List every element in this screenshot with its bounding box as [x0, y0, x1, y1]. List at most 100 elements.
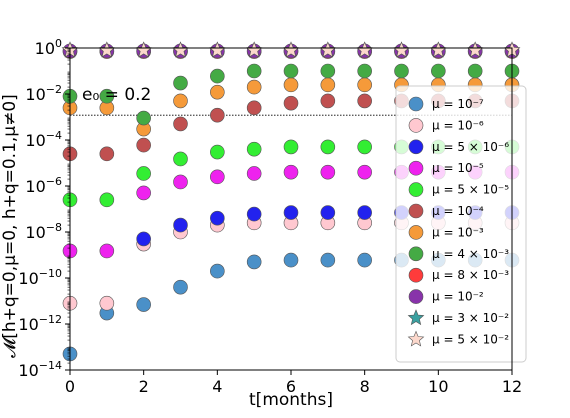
legend-marker — [408, 118, 424, 133]
legend-label: μ = 10⁻⁷ — [432, 97, 484, 111]
legend-label: μ = 10⁻⁶ — [432, 118, 484, 132]
data-point — [210, 68, 225, 84]
legend-box — [395, 85, 527, 363]
legend-marker — [408, 225, 424, 240]
x-tick-label: 10 — [428, 377, 448, 396]
annotation-e0: e₀ = 0.2 — [82, 85, 151, 105]
data-point — [246, 254, 262, 270]
legend-marker — [408, 289, 424, 304]
legend-entry-11: μ = 5 × 10⁻² — [407, 330, 509, 347]
data-point — [210, 144, 225, 160]
legend-entry-7: μ = 4 × 10⁻³ — [408, 246, 509, 262]
legend-marker-star — [407, 309, 425, 326]
data-point — [99, 243, 115, 259]
data-point — [210, 263, 225, 279]
data-point — [283, 95, 299, 111]
x-tick-label: 0 — [65, 377, 75, 396]
x-axis-label: t[months] — [249, 390, 333, 410]
legend-marker — [408, 139, 424, 155]
data-point — [136, 297, 151, 312]
legend-entry-0: μ = 10⁻⁷ — [408, 96, 484, 112]
data-point — [320, 139, 336, 155]
data-point — [283, 139, 299, 155]
y-axis-label: 𝓜[h+q=0,μ=0, h+q=0.1,μ≠0] — [0, 94, 20, 358]
legend-entry-8: μ = 8 × 10⁻³ — [408, 267, 509, 283]
legend-label: μ = 3 × 10⁻² — [432, 311, 509, 325]
data-point — [357, 252, 372, 268]
data-point — [246, 63, 262, 79]
data-point — [467, 63, 483, 79]
data-point — [210, 169, 225, 185]
data-point — [173, 116, 188, 132]
data-point — [136, 110, 151, 126]
x-tick-label: 2 — [139, 377, 149, 396]
data-point — [320, 63, 336, 79]
data-point — [357, 63, 372, 79]
data-point — [173, 75, 188, 91]
data-point — [99, 146, 115, 162]
legend-entry-4: μ = 5 × 10⁻⁵ — [408, 182, 509, 197]
y-tick-label: 10−10 — [18, 267, 62, 288]
data-point — [173, 279, 188, 295]
legend-entry-10: μ = 3 × 10⁻² — [407, 309, 509, 326]
x-tick-label: 8 — [360, 377, 370, 396]
x-tick-label: 6 — [286, 377, 296, 396]
data-point — [283, 63, 299, 79]
data-point — [283, 252, 299, 268]
legend-marker — [408, 96, 424, 112]
data-point — [357, 93, 372, 109]
legend-marker-star — [407, 330, 425, 347]
legend-entry-6: μ = 10⁻³ — [408, 225, 484, 240]
data-point — [136, 185, 151, 201]
data-point — [283, 164, 299, 180]
legend-label: μ = 10⁻⁵ — [432, 161, 484, 175]
legend-entry-2: μ = 5 × 10⁻⁶ — [408, 139, 509, 155]
data-point — [283, 77, 299, 93]
legend-label: μ = 10⁻⁴ — [432, 204, 484, 218]
data-point — [246, 100, 262, 116]
legend-entry-9: μ = 10⁻² — [408, 289, 484, 304]
data-point — [320, 164, 336, 180]
legend-label: μ = 8 × 10⁻³ — [432, 268, 509, 282]
x-tick-label: 4 — [212, 377, 222, 396]
legend-marker — [408, 160, 424, 176]
data-point — [320, 77, 336, 93]
y-tick-label: 10−14 — [18, 359, 62, 380]
y-tick-label: 10−8 — [25, 221, 62, 242]
legend-entry-1: μ = 10⁻⁶ — [408, 118, 484, 133]
data-point — [99, 192, 115, 208]
data-point — [357, 164, 372, 180]
legend-label: μ = 10⁻² — [432, 290, 484, 304]
legend-entry-3: μ = 10⁻⁵ — [408, 160, 484, 176]
data-point — [320, 93, 336, 109]
legend-marker — [408, 182, 424, 197]
x-tick-label: 12 — [502, 377, 522, 396]
axes: 0 2 4 6 8 10 12 10−14 10−12 10−10 10−8 10−6 10−4 10−2… — [18, 37, 522, 396]
data-point — [246, 141, 262, 157]
data-point — [320, 252, 336, 268]
y-tick-label: 10−6 — [25, 175, 62, 196]
data-point — [99, 295, 115, 311]
y-tick-label: 10−12 — [18, 313, 62, 334]
data-point — [246, 79, 262, 95]
data-point — [136, 231, 151, 247]
data-point — [357, 139, 372, 155]
legend-marker — [408, 203, 424, 219]
data-point — [357, 77, 372, 93]
legend-label: μ = 5 × 10⁻⁵ — [432, 183, 509, 197]
legend-marker — [408, 246, 424, 262]
data-point — [173, 151, 188, 167]
data-point — [210, 84, 225, 100]
data-point — [394, 63, 409, 79]
legend: μ = 10⁻⁷ μ = 10⁻⁶ μ = 5 × 10⁻⁶ μ = 10⁻⁵ μ = … — [395, 85, 527, 363]
data-point — [210, 107, 225, 123]
y-tick-label: 10−4 — [25, 129, 62, 150]
legend-label: μ = 5 × 10⁻² — [432, 332, 509, 346]
legend-marker — [408, 267, 424, 283]
data-point — [173, 93, 188, 109]
data-point — [136, 137, 151, 153]
legend-entry-5: μ = 10⁻⁴ — [408, 203, 484, 219]
data-point — [173, 174, 188, 190]
